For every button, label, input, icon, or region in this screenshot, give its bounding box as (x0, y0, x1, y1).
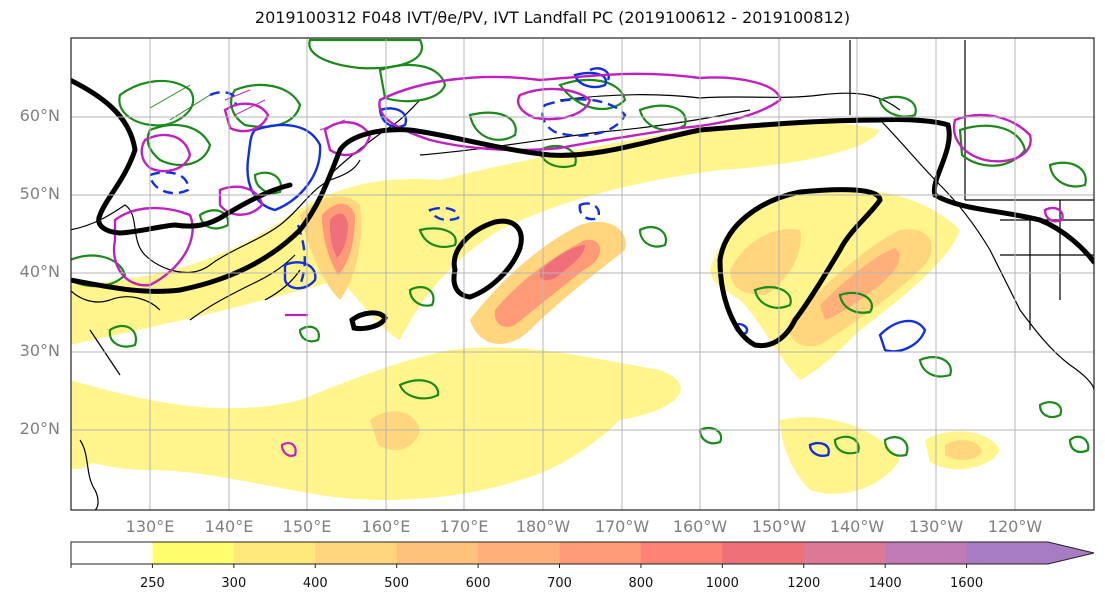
colorbar-segment (152, 542, 235, 564)
colorbar-segment (71, 542, 154, 564)
colorbar-tick-label: 1400 (868, 576, 902, 591)
lat-label: 50°N (19, 184, 60, 203)
colorbar-tick-label: 250 (139, 576, 165, 591)
ivt-shading (71, 121, 1000, 500)
colorbar-segment (722, 542, 805, 564)
lon-label: 130°W (908, 517, 964, 536)
colorbar-segment (315, 542, 398, 564)
colorbar-tick-label: 600 (465, 576, 491, 591)
colorbar-tick-label: 1000 (705, 576, 739, 591)
lon-label: 120°W (987, 517, 1043, 536)
canada-border (849, 40, 1094, 201)
ivt-mid-east-n (730, 229, 801, 295)
lat-label: 60°N (19, 106, 60, 125)
colorbar-segment (478, 542, 561, 564)
ivt-peak-kuroshio (329, 213, 348, 258)
ivt-band-south (780, 417, 900, 494)
ivt-high-east (820, 248, 900, 320)
colorbar-tick-label: 1200 (787, 576, 821, 591)
colorbar-extend-arrow (1048, 542, 1094, 564)
colorbar-outline (70, 541, 1095, 565)
pc-contour-small (349, 310, 388, 331)
lon-label: 170°W (594, 517, 650, 536)
colorbar-tick-label: 500 (384, 576, 410, 591)
lon-label: 150°E (282, 517, 332, 536)
us-states (1000, 200, 1094, 330)
lon-label: 180°W (515, 517, 571, 536)
colorbar-tick-label: 1600 (950, 576, 984, 591)
na-coast (879, 119, 1094, 391)
colorbar-tick-label: 800 (628, 576, 654, 591)
pv-contours (112, 72, 1064, 457)
colorbar-tick-label: 400 (302, 576, 328, 591)
colorbar-tick-label: 300 (221, 576, 247, 591)
lat-label: 30°N (19, 341, 60, 360)
colorbar-segment (885, 542, 968, 564)
lon-label: 150°W (751, 517, 807, 536)
colorbar-segment (396, 542, 479, 564)
colorbar-segment (803, 542, 886, 564)
ivt-band-west-edge (71, 400, 97, 469)
colorbar-segment (966, 542, 1049, 564)
colorbar (70, 541, 1095, 568)
colorbar-tick-label: 700 (547, 576, 572, 591)
lon-label: 140°W (829, 517, 885, 536)
lat-label: 20°N (19, 419, 60, 438)
lon-label: 160°E (361, 517, 411, 536)
colorbar-segment (233, 542, 316, 564)
philippines (79, 439, 99, 510)
ivt-mid-subtropic (370, 411, 420, 450)
pc-contour-central-ring (451, 218, 524, 300)
lon-label: 130°E (125, 517, 175, 536)
lon-label: 170°E (439, 517, 489, 536)
ivt-peak-central (539, 245, 585, 281)
ivt-mid-hawaii (945, 440, 982, 460)
graticule (71, 38, 1094, 510)
pc-contour-east-ring (717, 187, 883, 349)
figure-title: 2019100312 F048 IVT/θe/PV, IVT Landfall … (254, 8, 851, 27)
colorbar-segment (559, 542, 642, 564)
lon-label: 160°W (672, 517, 728, 536)
map-frame (70, 37, 1095, 511)
colorbar-segment (640, 542, 723, 564)
lat-label: 40°N (19, 262, 60, 281)
lon-label: 140°E (204, 517, 254, 536)
